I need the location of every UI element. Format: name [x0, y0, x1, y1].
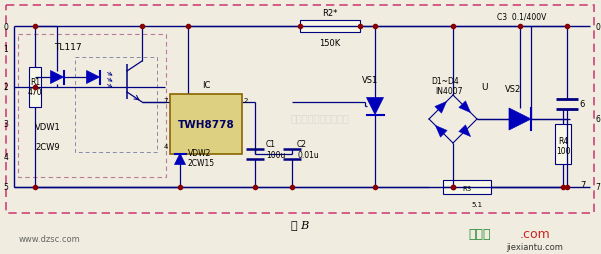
Text: VS2: VS2 [505, 85, 521, 94]
Bar [300, 21, 360, 33]
Polygon shape [509, 108, 531, 131]
Text: 4: 4 [3, 153, 8, 162]
Text: R2*: R2* [322, 9, 338, 18]
Text: R3: R3 [462, 185, 472, 191]
Text: 150K: 150K [319, 39, 341, 48]
Bar [29, 68, 41, 108]
Text: 0: 0 [3, 22, 8, 31]
Text: 5: 5 [3, 183, 8, 192]
Text: 5.1: 5.1 [471, 201, 482, 207]
Text: 1: 1 [3, 45, 8, 54]
Polygon shape [459, 101, 471, 113]
Text: 3: 3 [3, 120, 8, 129]
Text: jiexiantu.com: jiexiantu.com [507, 243, 564, 251]
Polygon shape [435, 102, 447, 114]
Text: 7: 7 [595, 183, 600, 192]
Text: 接线图: 接线图 [469, 228, 491, 241]
Text: 100u: 100u [266, 150, 285, 159]
Text: TL117: TL117 [54, 43, 82, 52]
Bar [555, 124, 571, 164]
Text: 2: 2 [3, 83, 8, 92]
Text: 6: 6 [595, 115, 600, 124]
Text: C2: C2 [297, 139, 307, 148]
Text: 100: 100 [556, 146, 570, 155]
Text: 470: 470 [28, 88, 42, 97]
Text: 滁州智资科技有限公司: 滁州智资科技有限公司 [291, 113, 349, 122]
Text: 图 B: 图 B [291, 219, 309, 229]
Polygon shape [435, 126, 447, 138]
Polygon shape [174, 154, 186, 165]
Bar [443, 180, 491, 194]
Text: C3  0.1/400V: C3 0.1/400V [497, 12, 546, 21]
Text: R1: R1 [30, 78, 40, 87]
Text: 2CW9: 2CW9 [35, 142, 60, 151]
Text: R4: R4 [558, 136, 568, 146]
Text: TWH8778: TWH8778 [178, 120, 234, 130]
Polygon shape [87, 71, 100, 84]
Text: 4: 4 [163, 144, 168, 149]
Text: 2CW15: 2CW15 [188, 158, 215, 167]
Bar [75, 58, 157, 152]
Text: 7: 7 [580, 181, 585, 190]
Text: VDW1: VDW1 [35, 122, 61, 132]
Text: 2: 2 [244, 98, 248, 104]
Text: 0.01u: 0.01u [297, 150, 319, 159]
Text: U: U [481, 83, 487, 92]
Text: www.dzsc.com: www.dzsc.com [19, 235, 81, 244]
Bar [18, 35, 166, 177]
Text: 6: 6 [579, 100, 584, 109]
Text: .com: .com [520, 228, 551, 241]
Bar [170, 95, 242, 154]
Text: D1~D4: D1~D4 [431, 77, 459, 86]
Polygon shape [459, 125, 471, 137]
Text: IC: IC [202, 81, 210, 90]
Polygon shape [367, 98, 383, 115]
Bar [6, 6, 594, 213]
Text: C1: C1 [266, 139, 276, 148]
Text: VS1: VS1 [362, 76, 378, 85]
Text: IN4007: IN4007 [435, 87, 463, 96]
Text: VDW2: VDW2 [188, 148, 212, 157]
Text: 0: 0 [595, 22, 600, 31]
Polygon shape [50, 71, 64, 84]
Text: 7: 7 [163, 98, 168, 104]
